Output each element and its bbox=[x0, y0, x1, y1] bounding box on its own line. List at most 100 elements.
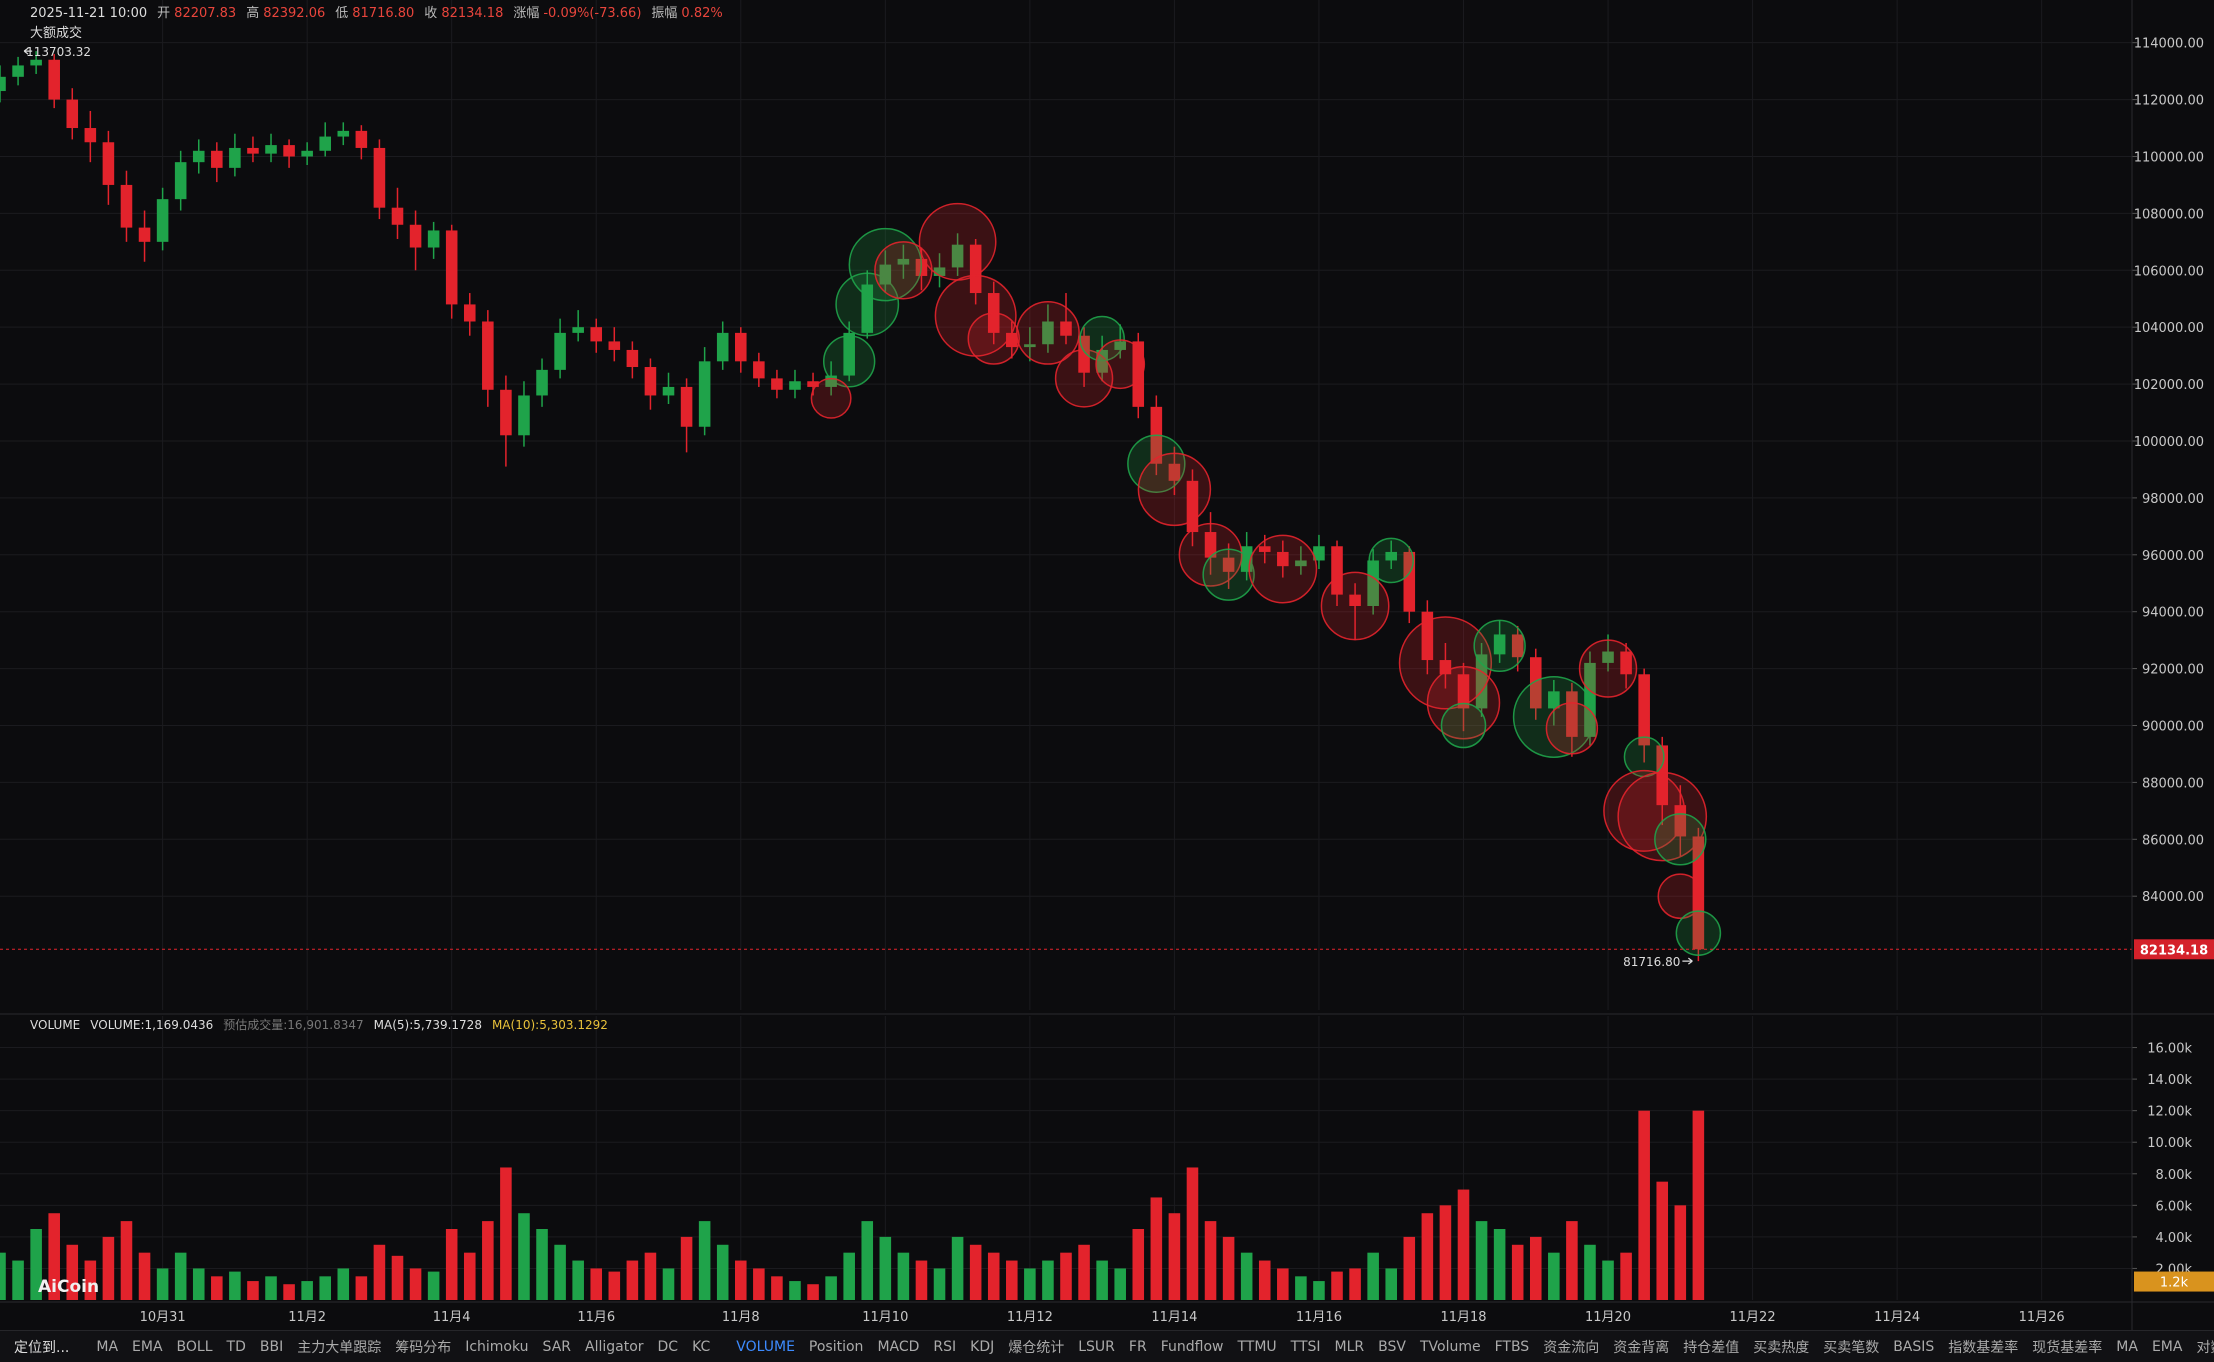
locate-button[interactable]: 定位到... bbox=[14, 1339, 70, 1356]
background bbox=[0, 0, 2214, 1330]
candle-body bbox=[951, 244, 964, 268]
candle-body bbox=[933, 267, 946, 276]
volume-bar bbox=[518, 1213, 530, 1300]
y-tick-label: 4.00k bbox=[2156, 1231, 2193, 1246]
volume-bar bbox=[482, 1221, 494, 1300]
main-indicator[interactable]: MA bbox=[96, 1338, 119, 1355]
candle-body bbox=[789, 381, 801, 390]
volume-bar bbox=[825, 1276, 837, 1300]
y-tick-label: 86000.00 bbox=[2142, 833, 2204, 848]
sub-indicator[interactable]: 持仓差值 bbox=[1683, 1339, 1740, 1356]
candle-body bbox=[608, 341, 621, 350]
sub-indicator[interactable]: 现货基差率 bbox=[2032, 1339, 2103, 1356]
candle-body bbox=[174, 162, 187, 200]
sub-indicator[interactable]: TVolume bbox=[1419, 1338, 1481, 1355]
candle-body bbox=[500, 389, 512, 436]
candle-body bbox=[1313, 546, 1325, 561]
volume-bar bbox=[265, 1276, 277, 1300]
volume-bar bbox=[1367, 1252, 1379, 1300]
main-indicator[interactable]: 主力大单跟踪 bbox=[297, 1339, 382, 1356]
candle-body bbox=[1548, 691, 1560, 709]
volume-bar bbox=[1258, 1260, 1271, 1300]
sub-indicator[interactable]: BSV bbox=[1378, 1338, 1406, 1355]
sub-indicator[interactable]: RSI bbox=[933, 1338, 957, 1355]
sub-indicator[interactable]: KDJ bbox=[970, 1338, 995, 1355]
sub-indicator[interactable]: 爆仓统计 bbox=[1008, 1339, 1065, 1356]
sub-indicator[interactable]: 买卖热度 bbox=[1753, 1339, 1810, 1356]
x-tick-label: 11月18 bbox=[1440, 1310, 1486, 1325]
candle-body bbox=[283, 145, 295, 157]
volume-bar bbox=[283, 1284, 295, 1300]
sub-indicator[interactable]: 资金背离 bbox=[1613, 1339, 1670, 1356]
main-indicator[interactable]: TD bbox=[226, 1338, 246, 1355]
candle-body bbox=[1006, 332, 1018, 348]
sub-indicator[interactable]: Fundflow bbox=[1160, 1338, 1224, 1355]
sub-indicator[interactable]: EMA bbox=[2151, 1338, 2183, 1355]
field-value: 0.82% bbox=[681, 6, 723, 21]
sub-indicator[interactable]: 买卖笔数 bbox=[1823, 1339, 1880, 1356]
overlay: 84000.00 86000.00 88000.00 90000.00 92000.00… bbox=[0, 37, 2214, 1325]
scale-option[interactable]: 对数 bbox=[2196, 1339, 2214, 1356]
volume-bar bbox=[843, 1252, 855, 1300]
candle-body bbox=[1042, 321, 1054, 345]
sub-indicator[interactable]: FTBS bbox=[1494, 1338, 1530, 1355]
sub-indicator[interactable]: BASIS bbox=[1893, 1338, 1935, 1355]
sub-indicator[interactable]: TTMU bbox=[1237, 1338, 1277, 1355]
sub-indicator[interactable]: LSUR bbox=[1078, 1338, 1115, 1355]
candle-body bbox=[84, 128, 97, 143]
volume-bar bbox=[463, 1252, 476, 1300]
candle-body bbox=[409, 224, 422, 248]
volume-header: VOLUME VOLUME:1,169.0436 预估成交量:16,901.8347… bbox=[30, 1016, 618, 1033]
main-indicator[interactable]: DC bbox=[657, 1338, 679, 1355]
volume-bar bbox=[391, 1255, 404, 1300]
trade-bubble bbox=[1440, 702, 1487, 749]
sub-indicator[interactable]: 资金流向 bbox=[1543, 1339, 1600, 1356]
x-tick-label: 11月16 bbox=[1296, 1310, 1342, 1325]
main-indicator[interactable]: EMA bbox=[132, 1338, 163, 1355]
grid bbox=[0, 0, 2137, 1300]
x-tick-label: 11月12 bbox=[1007, 1310, 1053, 1325]
main-indicator[interactable]: Alligator bbox=[585, 1338, 644, 1355]
field-label: 涨幅 bbox=[513, 6, 540, 21]
sub-indicator[interactable]: MA bbox=[2116, 1338, 2138, 1355]
sub-indicator[interactable]: FR bbox=[1128, 1338, 1147, 1355]
sub-indicator[interactable]: Position bbox=[808, 1338, 864, 1355]
candle-body bbox=[1692, 836, 1705, 950]
main-indicator[interactable]: KC bbox=[692, 1338, 711, 1355]
sub-indicator[interactable]: MACD bbox=[877, 1338, 920, 1355]
volume-bar bbox=[0, 1252, 6, 1300]
candle-body bbox=[427, 230, 440, 248]
main-indicator[interactable]: Ichimoku bbox=[465, 1338, 529, 1355]
trade-bubble bbox=[1368, 537, 1415, 584]
trade-bubble bbox=[1178, 522, 1243, 587]
volume-bar bbox=[1277, 1268, 1289, 1300]
volume-bar bbox=[716, 1244, 729, 1300]
main-indicator[interactable]: 筹码分布 bbox=[395, 1339, 452, 1356]
main-indicator[interactable]: BOLL bbox=[176, 1338, 213, 1355]
volume-bar bbox=[409, 1268, 422, 1300]
candle-body bbox=[337, 130, 350, 137]
volume-bar bbox=[1674, 1205, 1687, 1300]
field-value: -0.09%(-73.66) bbox=[543, 6, 642, 21]
candle-body bbox=[1511, 634, 1524, 658]
main-indicator[interactable]: SAR bbox=[542, 1338, 571, 1355]
indicator-name: 大额成交 bbox=[30, 26, 83, 41]
trade-bubble bbox=[1095, 339, 1146, 390]
y-tick-label: 104000.00 bbox=[2134, 321, 2204, 336]
volume-stat: VOLUME:1,169.0436 bbox=[90, 1018, 214, 1032]
main-indicator[interactable]: BBI bbox=[259, 1338, 284, 1355]
sub-indicator[interactable]: TTSI bbox=[1290, 1338, 1321, 1355]
candle-body bbox=[229, 147, 241, 168]
trade-bubble bbox=[1127, 434, 1186, 493]
candle-body bbox=[265, 145, 277, 154]
sub-indicator[interactable]: VOLUME bbox=[736, 1338, 795, 1355]
volume-bar bbox=[138, 1252, 151, 1300]
volume-bar bbox=[608, 1271, 621, 1300]
sub-indicator[interactable]: 指数基差率 bbox=[1948, 1339, 2019, 1356]
volume-bar bbox=[120, 1221, 133, 1300]
volume-bar bbox=[445, 1229, 458, 1300]
sub-indicator[interactable]: MLR bbox=[1334, 1338, 1365, 1355]
field-value: 82392.06 bbox=[263, 6, 326, 21]
volume-bar bbox=[933, 1268, 946, 1300]
field-label: 低 bbox=[335, 6, 349, 21]
